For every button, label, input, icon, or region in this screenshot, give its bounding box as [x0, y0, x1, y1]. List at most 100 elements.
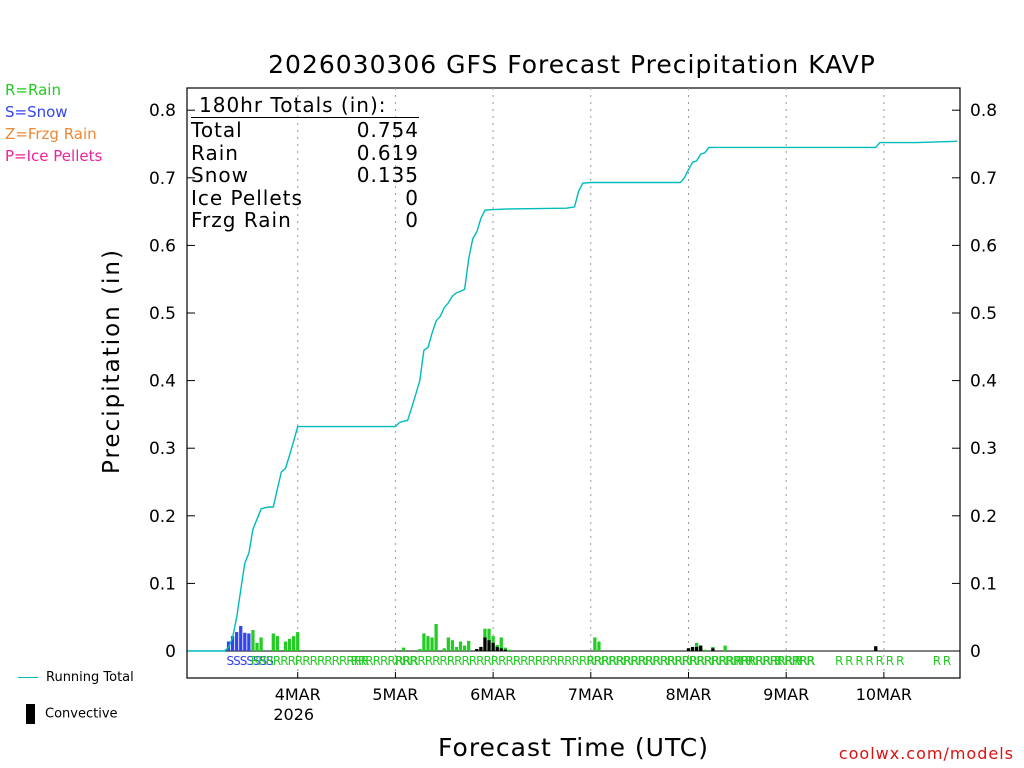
totals-row-value: 0.135: [356, 163, 419, 187]
y-tick-label: 0.1: [149, 574, 176, 594]
precip-bar-rain: [430, 637, 434, 651]
precip-bar-rain: [418, 648, 422, 651]
precip-bar-rain: [275, 636, 279, 651]
y-tick-label: 0.2: [149, 507, 176, 527]
totals-row-value: 0: [405, 185, 419, 210]
x-tick-label: 5MAR: [372, 685, 418, 704]
convective-bar: [487, 640, 491, 651]
plot-frame: [186, 87, 961, 679]
convective-bar: [695, 646, 699, 651]
precip-bar-rain: [255, 642, 259, 651]
x-tick-label: 10MAR: [856, 685, 912, 704]
chart-title: 2026030306 GFS Forecast Precipitation KA…: [268, 50, 876, 79]
precip-bar-rain: [434, 623, 438, 651]
precip-type-legend: R=Rain S=Snow Z=Frzg Rain P=Ice Pellets: [5, 79, 102, 167]
precip-bar-rain: [296, 632, 300, 651]
totals-header: 180hr Totals (in):: [199, 93, 387, 117]
precip-bar-snow: [239, 625, 243, 651]
legend-rain: R=Rain: [5, 81, 61, 99]
running-total-label: Running Total: [46, 670, 134, 685]
precip-bar-rain: [271, 633, 275, 651]
precip-bar-rain: [426, 636, 430, 651]
convective-bar: [711, 648, 715, 651]
totals-header-underline: [191, 117, 419, 118]
precip-type-marker: R R R: [725, 654, 753, 668]
precip-bar-rain: [507, 649, 512, 651]
precip-bar-rain: [703, 649, 707, 651]
x-tick-label: 8MAR: [665, 685, 711, 704]
precip-type-marker: R R: [933, 654, 951, 668]
y-tick-label: 0.4: [149, 372, 176, 392]
precip-bar-rain: [593, 637, 597, 651]
y-tick-label-right: 0.8: [970, 101, 997, 121]
convective-swatch: [26, 704, 35, 724]
totals-row-value: 0.754: [356, 118, 419, 142]
precip-bar-rain: [283, 641, 288, 651]
y-tick-label-right: 0.6: [970, 236, 997, 256]
convective-bar: [483, 637, 487, 651]
convective-bar: [475, 648, 479, 651]
precip-bar-rain: [287, 638, 292, 651]
convective-bar: [686, 648, 691, 651]
x-tick-label: 6MAR: [470, 685, 516, 704]
legend-convective: Convective: [18, 704, 118, 724]
y-tick-label-right: 0: [970, 642, 981, 662]
precip-bar-rain: [450, 640, 455, 651]
legend-running-total: Running Total: [18, 670, 134, 685]
x-tick-label: 7MAR: [568, 685, 614, 704]
precip-bar-rain: [467, 640, 471, 651]
precip-bar-snow: [243, 632, 247, 651]
site-credit: coolwx.com/models: [838, 744, 1014, 763]
y-tick-label-right: 0.5: [970, 304, 997, 324]
totals-row: Frzg Rain 0: [191, 209, 419, 232]
totals-row-label: Total: [191, 118, 243, 142]
precip-bar-rain: [442, 648, 446, 651]
y-tick-label: 0.8: [149, 101, 176, 121]
precip-bar-rain: [597, 641, 601, 651]
legend-ice-pellets: P=Ice Pellets: [5, 147, 103, 165]
y-axis-label: Precipitation (in): [99, 248, 125, 474]
y-tick-label: 0.5: [149, 304, 176, 324]
y-tick-label-right: 0.1: [970, 574, 997, 594]
precip-bar-rain: [462, 645, 467, 651]
totals-box: 180hr Totals (in): Total 0.754 Rain 0.619 …: [191, 93, 419, 232]
convective-bar: [503, 649, 507, 651]
precip-type-marker: RRRRRRRRRRRRRRRR: [251, 654, 369, 668]
convective-bar: [495, 646, 499, 651]
totals-row: Snow 0.135: [191, 164, 419, 187]
totals-row-label: Rain: [191, 140, 239, 165]
x-tick-label: 4MAR: [275, 685, 321, 704]
precip-bar-snow: [235, 632, 239, 651]
convective-bar: [499, 648, 503, 651]
precip-bar-rain: [292, 636, 296, 651]
x-tick-sublabel: 2026: [273, 705, 314, 724]
totals-row: Total 0.754: [191, 119, 419, 142]
precip-bar-snow: [230, 636, 235, 651]
totals-row-value: 0.619: [356, 140, 419, 165]
x-axis-label: Forecast Time (UTC): [438, 733, 709, 762]
y-tick-label-right: 0.3: [970, 439, 997, 459]
precip-type-marker: RRRRRRRRRRRRRRRRRRRRRRRRRRRRRRRRRRRRRRRR…: [395, 654, 814, 668]
precip-type-marker: R R R R R R R: [835, 654, 904, 668]
totals-row-label: Ice Pellets: [191, 185, 303, 210]
totals-row: Rain 0.619: [191, 140, 419, 165]
precip-bar-rain: [259, 637, 263, 651]
totals-row-label: Snow: [191, 163, 249, 187]
precip-bar-rain: [723, 645, 727, 651]
y-tick-label: 0.3: [149, 439, 176, 459]
precip-type-marker: RRRRRRRRR: [351, 654, 418, 668]
totals-row-label: Frzg Rain: [191, 208, 292, 232]
precip-bar-rain: [251, 630, 255, 651]
y-tick-label: 0.6: [149, 236, 176, 256]
convective-bar: [690, 646, 695, 651]
y-tick-label: 0.7: [149, 169, 176, 189]
precip-bar-rain: [401, 647, 406, 651]
convective-bar: [479, 646, 483, 651]
precip-type-marker: RRRRRRRRRRRRRRRRRRRRRRRRRRRRRRR: [587, 654, 815, 668]
precip-bar-rain: [487, 628, 491, 651]
running-total-swatch: [18, 677, 38, 678]
y-tick-label-right: 0.4: [970, 372, 997, 392]
precip-type-marker: SSSSSSS: [226, 654, 273, 668]
convective-bar: [699, 645, 703, 651]
